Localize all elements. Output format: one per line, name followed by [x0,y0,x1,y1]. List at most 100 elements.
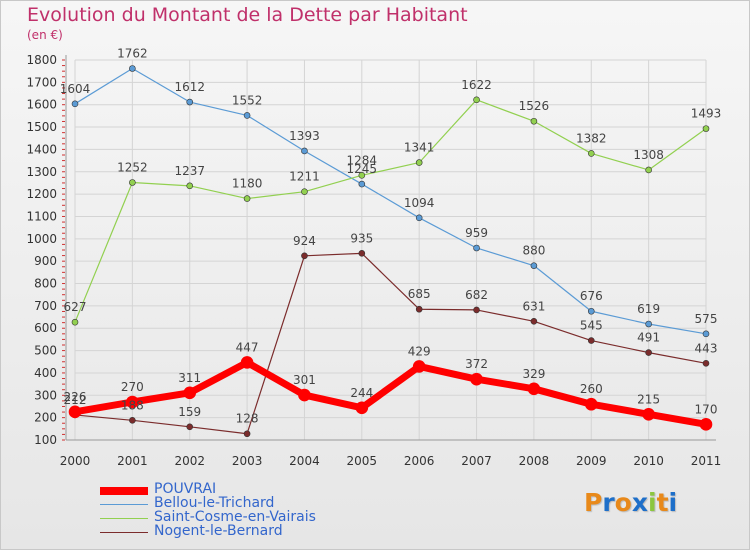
series-point-0 [470,372,483,386]
series-point-2 [415,159,423,166]
data-label-2: 627 [64,300,87,314]
series-point-3 [530,318,538,325]
series-point-2 [587,150,595,157]
series-point-3 [358,250,366,257]
y-tick-label: 100 [34,433,57,447]
legend-label: POUVRAI [154,481,217,497]
data-label-0: 270 [121,380,144,394]
x-tick-label: 2000 [60,454,91,468]
x-tick-label: 2008 [519,454,550,468]
data-label-1: 619 [637,302,660,316]
data-label-2: 1526 [519,99,550,113]
y-tick-label: 1400 [26,142,57,156]
series-point-3 [473,306,480,314]
data-label-2: 1308 [633,148,664,162]
data-label-0: 429 [408,344,431,358]
series-point-2 [129,179,136,186]
x-tick-label: 2001 [117,454,148,468]
data-label-1: 1094 [404,196,435,210]
series-point-1 [473,244,480,252]
logo-letter: o [614,488,632,517]
series-point-1 [645,320,652,328]
data-label-0: 311 [178,371,201,385]
series-line-2 [74,99,707,323]
data-label-1: 1762 [117,46,148,60]
data-label-3: 212 [64,393,87,407]
data-label-3: 682 [465,288,488,302]
series-point-0 [584,397,598,411]
data-label-3: 159 [178,405,201,419]
y-tick-label: 1300 [26,165,57,179]
series-point-0 [412,360,426,373]
data-label-3: 685 [408,287,431,301]
series-point-0 [642,407,655,421]
line-chart: 1002003004005006007008009001000110012001… [26,46,722,468]
legend-swatch [100,532,148,533]
proxiti-logo: Proxiti [584,488,677,517]
series-point-3 [129,417,136,424]
logo-letter: P [584,488,603,517]
y-tick-label: 500 [34,344,57,358]
data-label-2: 1382 [576,131,607,145]
series-line-1 [74,67,707,335]
x-tick-label: 2005 [347,454,378,468]
logo-letter: i [668,488,678,517]
y-tick-label: 200 [34,411,57,425]
series-point-1 [587,307,595,315]
data-label-0: 329 [522,367,545,381]
data-label-0: 447 [236,340,259,354]
series-point-2 [530,117,538,125]
series-point-2 [645,166,652,174]
series-point-0 [355,401,369,415]
legend-swatch [100,518,148,519]
series-point-0 [68,405,82,419]
data-label-1: 575 [695,312,718,326]
data-label-2: 1341 [404,141,435,155]
data-label-2: 1284 [347,153,378,167]
series-point-0 [183,386,197,400]
x-tick-label: 2010 [633,454,664,468]
y-tick-label: 1100 [26,209,57,223]
data-label-0: 244 [350,386,373,400]
series-line-3 [74,252,707,435]
series-point-1 [530,262,538,269]
data-label-0: 301 [293,373,316,387]
chart-title: Evolution du Montant de la Dette par Hab… [27,4,468,26]
x-tick-label: 2003 [232,454,263,468]
series-point-1 [129,65,136,72]
series-point-3 [587,337,595,344]
y-tick-label: 800 [34,277,57,291]
x-tick-label: 2002 [174,454,205,468]
y-tick-label: 1800 [26,53,57,67]
data-label-3: 935 [350,231,373,245]
chart-axes: 100 200 300 400 500 600 700 800 900 1000 1100 1200 1… [26,53,721,468]
series-point-0 [126,395,139,409]
series-point-1 [301,147,308,155]
series-point-2 [358,172,366,179]
logo-letter: x [631,488,648,517]
chart-grid [74,59,707,441]
y-tick-label: 1700 [26,75,57,89]
chart-unit: (en €) [27,28,63,42]
data-label-3: 924 [293,234,316,248]
series-point-3 [645,349,652,356]
x-tick-label: 2007 [461,454,492,468]
legend-label: Nogent-le-Bernard [154,523,283,539]
series-point-0 [527,382,541,396]
series-point-1 [415,214,423,222]
series-point-2 [243,195,251,202]
data-label-3: 188 [121,398,144,412]
data-label-2: 1180 [232,177,263,191]
series-point-3 [243,430,251,438]
series-point-1 [702,330,710,338]
series-point-2 [473,96,480,104]
data-label-3: 631 [522,299,545,313]
legend-swatch [100,504,148,505]
data-label-1: 959 [465,226,488,240]
chart-data-labels: 1604 1762 1612 1552 1393 1245 1094 959 880 676 619… [60,46,722,425]
y-tick-label: 600 [34,321,57,335]
series-point-0 [699,418,713,431]
y-tick-label: 700 [34,299,57,313]
data-label-1: 1245 [347,162,378,176]
